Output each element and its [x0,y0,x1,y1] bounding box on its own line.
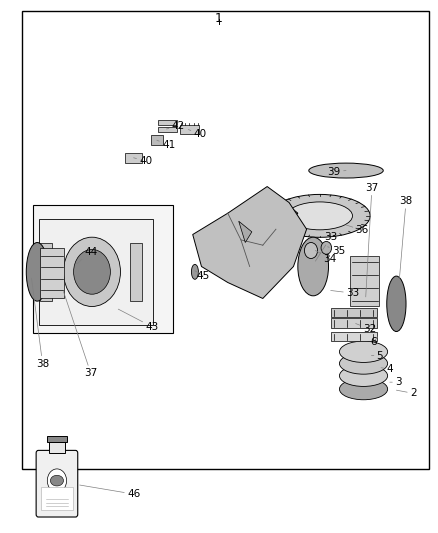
Bar [331,308,377,317]
Ellipse shape [191,264,198,279]
Text: 33: 33 [331,288,359,298]
Bar [151,135,163,145]
Bar [39,219,153,325]
FancyBboxPatch shape [36,450,78,517]
Bar [158,127,177,132]
Ellipse shape [26,243,48,301]
Bar [41,487,73,510]
Text: 3: 3 [390,377,402,387]
Ellipse shape [269,195,370,237]
Text: 37: 37 [64,292,97,378]
FancyBboxPatch shape [40,243,52,301]
Ellipse shape [298,237,328,296]
Text: 1: 1 [215,12,223,25]
Bar [350,256,379,306]
Text: 40: 40 [188,130,207,139]
Text: 35: 35 [328,246,345,255]
Bar [158,120,177,125]
Text: 44: 44 [77,247,98,264]
Ellipse shape [339,353,388,374]
Polygon shape [193,187,307,298]
Text: 33: 33 [315,232,337,261]
Text: 40: 40 [134,156,152,166]
Text: 34: 34 [315,251,336,263]
Ellipse shape [339,341,388,362]
Bar [180,125,199,134]
Ellipse shape [74,249,110,294]
Text: 5: 5 [371,351,383,360]
Text: 41: 41 [157,140,175,150]
Ellipse shape [309,163,383,178]
Bar [40,248,64,298]
Polygon shape [263,192,298,224]
Text: 39: 39 [328,167,346,176]
Polygon shape [239,221,252,243]
Text: 32: 32 [356,324,376,334]
Ellipse shape [287,202,353,230]
FancyBboxPatch shape [130,243,142,301]
Ellipse shape [339,378,388,400]
Text: 46: 46 [80,485,140,499]
Ellipse shape [321,241,332,254]
Text: 38: 38 [399,196,413,278]
Bar [49,442,65,453]
Text: 4: 4 [381,364,393,374]
Text: 38: 38 [32,278,49,368]
Text: 6: 6 [370,337,378,347]
Text: 43: 43 [118,309,159,332]
Bar [125,153,142,163]
Bar [33,205,173,333]
Text: 45: 45 [195,271,209,280]
Text: 2: 2 [396,389,417,398]
Ellipse shape [304,243,318,259]
Ellipse shape [47,469,67,492]
Ellipse shape [339,365,388,386]
Bar [331,332,377,341]
Bar [331,318,377,328]
Bar [22,11,429,469]
Text: 42: 42 [166,122,185,131]
Text: 36: 36 [346,225,369,235]
Text: 37: 37 [365,183,378,297]
Bar [47,436,67,442]
Ellipse shape [387,276,406,332]
Ellipse shape [64,237,120,306]
Ellipse shape [50,475,64,486]
